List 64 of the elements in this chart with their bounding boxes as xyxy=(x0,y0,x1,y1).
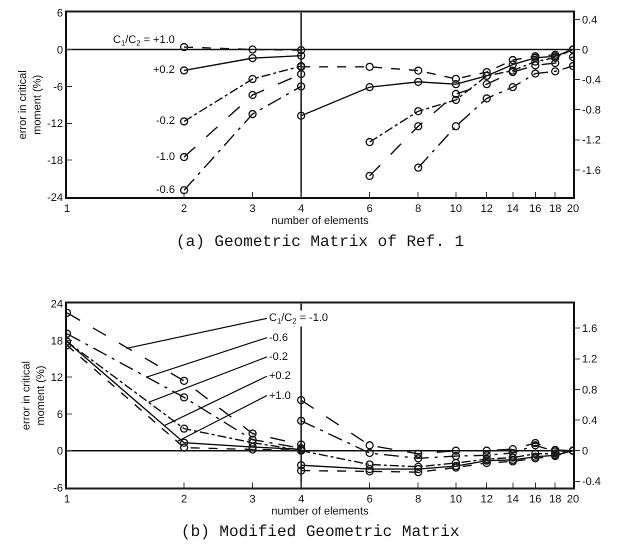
y-tick-label: 24 xyxy=(50,298,64,311)
x-tick-label: 8 xyxy=(415,493,422,506)
y-tick-label: 18 xyxy=(50,335,64,348)
x-tick-label: 18 xyxy=(549,493,562,506)
x-tick-label: 14 xyxy=(506,493,519,506)
x-tick-label: 2 xyxy=(181,202,188,215)
y-tick-label: 0 xyxy=(56,446,64,458)
text: (a) Geometric Matrix of Ref. 1 xyxy=(176,233,464,251)
y2-tick-label: 0.4 xyxy=(582,414,598,427)
x-tick-label: 8 xyxy=(415,202,422,215)
y-tick-label: 6 xyxy=(56,8,64,20)
y-tick-label: -6 xyxy=(53,81,64,94)
y-tick-label: -18 xyxy=(47,154,64,167)
annotation: C$_{1}$/C$_{2}$ = +1.0 xyxy=(113,34,175,48)
x-tick-label: 1 xyxy=(64,493,70,506)
y-tick-label: -24 xyxy=(47,192,64,204)
y2-tick-label: 0.4 xyxy=(582,14,598,26)
annotation: -0.2 xyxy=(269,351,288,363)
x-tick-label: 20 xyxy=(566,202,580,215)
x-axis-title: number of elements xyxy=(271,505,370,518)
y2-tick-label: -0.8 xyxy=(582,104,601,117)
annotation: -0.2 xyxy=(156,115,175,127)
x-tick-label: 4 xyxy=(298,493,304,506)
x-tick-label: 3 xyxy=(249,493,256,506)
x-tick-label: 1 xyxy=(64,202,70,215)
x-tick-label: 14 xyxy=(506,202,519,215)
y2-tick-label: 0 xyxy=(582,44,588,56)
annotation: -1.0 xyxy=(156,151,175,163)
x-tick-label: 2 xyxy=(181,493,188,506)
y2-tick-label: -1.6 xyxy=(582,164,601,177)
annotation: +0.2 xyxy=(269,370,291,382)
x-tick-label: 10 xyxy=(450,493,462,506)
x-tick-label: 16 xyxy=(529,202,542,215)
annotation: -0.6 xyxy=(156,184,175,196)
x-tick-label: 20 xyxy=(566,493,580,506)
y2-tick-label: -0.4 xyxy=(582,74,601,86)
y-axis-title: error in critical moment (%) xyxy=(20,361,47,430)
y-tick-label: 0 xyxy=(56,44,64,56)
x-axis-title: number of elements xyxy=(271,214,370,227)
y-tick-label: -12 xyxy=(47,118,64,130)
x-tick-label: 12 xyxy=(480,493,493,506)
y-tick-label: 6 xyxy=(56,408,64,421)
annotation: -0.6 xyxy=(269,332,288,344)
x-tick-label: 18 xyxy=(549,202,562,215)
annotation: +1.0 xyxy=(269,390,291,402)
text: (b) Modified Geometric Matrix xyxy=(181,523,460,541)
x-tick-label: 6 xyxy=(366,493,373,506)
y2-tick-label: -0.4 xyxy=(582,476,601,488)
annotation: C$_{1}$/C$_{2}$ = -1.0 xyxy=(269,312,328,326)
x-tick-label: 6 xyxy=(366,202,373,215)
x-tick-label: 16 xyxy=(529,493,542,506)
x-tick-label: 12 xyxy=(480,202,493,215)
y2-tick-label: 1.6 xyxy=(582,323,598,336)
x-tick-label: 3 xyxy=(249,202,256,215)
y2-tick-label: 1.2 xyxy=(582,354,598,366)
y-tick-label: 12 xyxy=(50,372,64,384)
y2-tick-label: 0 xyxy=(582,446,588,458)
x-tick-label: 10 xyxy=(450,202,462,215)
annotation: +0.2 xyxy=(153,64,175,76)
y2-tick-label: 0.8 xyxy=(582,384,598,396)
x-tick-label: 4 xyxy=(298,202,304,215)
y2-tick-label: -1.2 xyxy=(582,134,601,147)
y-tick-label: -6 xyxy=(53,482,64,494)
y-axis-title: error in critical moment (%) xyxy=(16,70,44,140)
